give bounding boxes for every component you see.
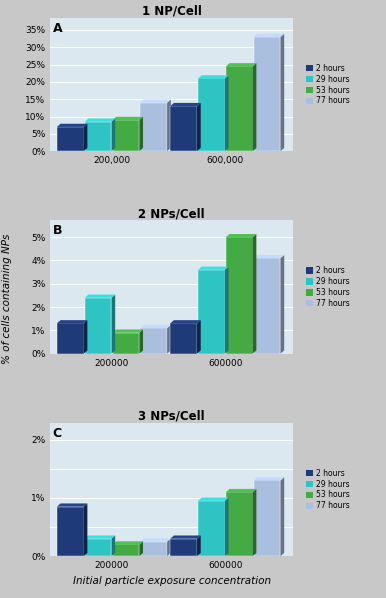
Bar bbox=[254, 480, 281, 556]
Polygon shape bbox=[113, 541, 143, 545]
Polygon shape bbox=[254, 33, 284, 37]
Polygon shape bbox=[225, 75, 229, 151]
Bar bbox=[57, 507, 84, 556]
Bar bbox=[141, 328, 167, 353]
Bar bbox=[198, 270, 225, 353]
Polygon shape bbox=[85, 118, 115, 122]
Text: B: B bbox=[52, 224, 62, 237]
Polygon shape bbox=[226, 234, 256, 237]
Bar bbox=[113, 545, 139, 556]
Polygon shape bbox=[167, 99, 171, 151]
Bar bbox=[85, 298, 112, 353]
Polygon shape bbox=[170, 535, 201, 539]
Polygon shape bbox=[226, 63, 256, 66]
Bar bbox=[170, 324, 197, 353]
Bar bbox=[226, 237, 253, 353]
Polygon shape bbox=[84, 124, 87, 151]
Polygon shape bbox=[253, 63, 256, 151]
Polygon shape bbox=[225, 498, 229, 556]
Bar bbox=[141, 542, 167, 556]
Bar bbox=[113, 120, 139, 151]
Polygon shape bbox=[281, 255, 284, 353]
Bar bbox=[85, 122, 112, 151]
Polygon shape bbox=[85, 295, 115, 298]
Polygon shape bbox=[112, 535, 115, 556]
Polygon shape bbox=[226, 489, 256, 492]
Polygon shape bbox=[198, 498, 229, 501]
Bar bbox=[226, 66, 253, 151]
Polygon shape bbox=[167, 538, 171, 556]
X-axis label: Initial particle exposure concentration: Initial particle exposure concentration bbox=[73, 575, 271, 585]
Polygon shape bbox=[225, 267, 229, 353]
Bar bbox=[254, 258, 281, 353]
Polygon shape bbox=[170, 103, 201, 106]
Legend: 2 hours, 29 hours, 53 hours, 77 hours: 2 hours, 29 hours, 53 hours, 77 hours bbox=[305, 467, 351, 512]
Polygon shape bbox=[139, 117, 143, 151]
Bar bbox=[57, 324, 84, 353]
Polygon shape bbox=[139, 329, 143, 353]
Polygon shape bbox=[281, 33, 284, 151]
Polygon shape bbox=[113, 329, 143, 332]
Polygon shape bbox=[85, 535, 115, 539]
Polygon shape bbox=[253, 234, 256, 353]
Bar bbox=[198, 501, 225, 556]
Polygon shape bbox=[112, 118, 115, 151]
Polygon shape bbox=[112, 295, 115, 353]
Polygon shape bbox=[198, 267, 229, 270]
Text: C: C bbox=[52, 427, 62, 440]
Legend: 2 hours, 29 hours, 53 hours, 77 hours: 2 hours, 29 hours, 53 hours, 77 hours bbox=[305, 265, 351, 309]
Title: 3 NPs/Cell: 3 NPs/Cell bbox=[139, 410, 205, 423]
Polygon shape bbox=[170, 320, 201, 324]
Polygon shape bbox=[197, 320, 201, 353]
Polygon shape bbox=[197, 535, 201, 556]
Polygon shape bbox=[84, 320, 87, 353]
Bar bbox=[141, 103, 167, 151]
Bar bbox=[170, 539, 197, 556]
Bar bbox=[254, 37, 281, 151]
Polygon shape bbox=[198, 75, 229, 78]
Polygon shape bbox=[141, 538, 171, 542]
Polygon shape bbox=[197, 103, 201, 151]
Polygon shape bbox=[57, 124, 87, 127]
Polygon shape bbox=[254, 255, 284, 258]
Polygon shape bbox=[139, 541, 143, 556]
Title: 2 NPs/Cell: 2 NPs/Cell bbox=[139, 208, 205, 221]
Bar bbox=[170, 106, 197, 151]
Polygon shape bbox=[141, 325, 171, 328]
Legend: 2 hours, 29 hours, 53 hours, 77 hours: 2 hours, 29 hours, 53 hours, 77 hours bbox=[305, 62, 351, 107]
Bar bbox=[198, 78, 225, 151]
Polygon shape bbox=[57, 320, 87, 324]
Text: % of cells containing NPs: % of cells containing NPs bbox=[2, 234, 12, 364]
Polygon shape bbox=[113, 117, 143, 120]
Bar bbox=[85, 539, 112, 556]
Text: A: A bbox=[52, 22, 62, 35]
Polygon shape bbox=[281, 477, 284, 556]
Polygon shape bbox=[84, 504, 87, 556]
Polygon shape bbox=[57, 504, 87, 507]
Polygon shape bbox=[167, 325, 171, 353]
Polygon shape bbox=[253, 489, 256, 556]
Polygon shape bbox=[141, 99, 171, 103]
Polygon shape bbox=[254, 477, 284, 480]
Bar bbox=[226, 492, 253, 556]
Bar bbox=[57, 127, 84, 151]
Title: 1 NP/Cell: 1 NP/Cell bbox=[142, 5, 202, 18]
Bar bbox=[113, 332, 139, 353]
